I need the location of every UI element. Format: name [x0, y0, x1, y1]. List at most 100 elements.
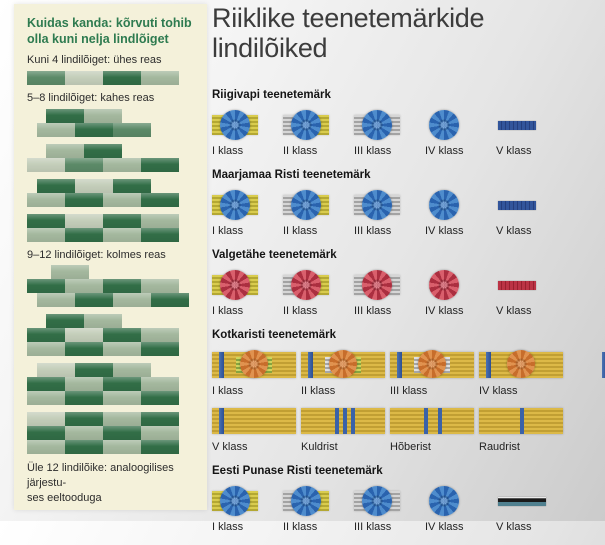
ribbon-layout-example [27, 143, 194, 172]
ribbon-block [103, 157, 141, 172]
ribbon-row [27, 227, 194, 242]
rosette-icon [362, 190, 392, 221]
ribbon-art [390, 406, 479, 436]
class-item: III klass [354, 190, 425, 237]
ribbon-block [103, 412, 141, 427]
ribbon-block [36, 178, 75, 193]
ribbon-block [65, 227, 103, 242]
ribbon-block [27, 426, 65, 441]
class-row: I klass II klass III klass IV klass [212, 350, 605, 398]
class-label: III klass [354, 521, 392, 534]
class-item: II klass [283, 270, 354, 317]
class-item: II klass [283, 190, 354, 237]
class-item: IV klass [425, 486, 496, 533]
ribbon-block [141, 227, 179, 242]
ribbon-block [103, 192, 141, 207]
ribbon-row [36, 178, 195, 193]
ribbon-block [141, 213, 179, 228]
ribbon-block [141, 192, 179, 207]
ribbon-block [103, 70, 141, 85]
ribbon-art [354, 110, 425, 141]
class-label: IV klass [425, 305, 464, 318]
class-item: V klass [496, 110, 567, 157]
ribbon-art [479, 350, 568, 380]
ribbon-block [103, 342, 141, 357]
class-item: I klass [212, 270, 283, 317]
rosette-icon [220, 486, 250, 517]
class-label: V klass [496, 305, 532, 318]
ribbon-art [390, 350, 605, 380]
class-row: I klass II klass III klass IV klass V klass [212, 110, 604, 157]
ribbon-layout-example [27, 363, 195, 406]
class-item: I klass [212, 350, 429, 398]
ribbon-row [46, 143, 194, 158]
rosette-icon [291, 486, 321, 517]
ribbon-art [354, 270, 425, 301]
ribbon-block [65, 426, 103, 441]
class-item: Hõberist [390, 406, 479, 453]
ribbon-art [496, 190, 567, 220]
ribbon-art [212, 350, 429, 380]
ribbon-art [496, 486, 567, 516]
class-row: V klass Kuldrist Hõberist Raudrist [212, 406, 604, 453]
section-label: 5–8 lindilõiget: kahes reas [27, 91, 155, 104]
ribbon-block [74, 122, 113, 137]
ribbon-block [65, 440, 103, 455]
order-section: Eesti Punase Risti teenetemärk I klass II … [212, 465, 604, 533]
ribbon-layout-example [27, 265, 194, 308]
ribbon-block [46, 143, 84, 158]
ribbon-block [141, 157, 179, 172]
ribbon-row [27, 70, 194, 85]
ribbon-block [65, 279, 103, 294]
rosette-icon [429, 190, 459, 221]
ribbon-layout-example [27, 178, 195, 207]
class-label: IV klass [479, 385, 518, 398]
ribbon-block [27, 377, 65, 392]
ribbon-row [27, 328, 194, 343]
center-stripe [335, 408, 339, 435]
rosette-icon [220, 190, 250, 221]
ribbon-row [27, 426, 194, 441]
rosette-icon [418, 350, 446, 379]
ribbon-block [141, 70, 179, 85]
ribbon-block [27, 70, 65, 85]
class-label: I klass [212, 225, 244, 238]
class-item: III klass [390, 350, 605, 397]
ribbon-block [103, 279, 141, 294]
class-label: V klass [496, 521, 532, 534]
class-label: V klass [496, 145, 532, 158]
ribbon-block [84, 314, 122, 329]
section-label: 9–12 lindilõiget: kolmes reas [27, 248, 166, 261]
ribbon-art [283, 190, 354, 221]
class-row: I klass II klass III klass IV klass V klass [212, 270, 604, 317]
class-label: II klass [301, 385, 336, 398]
ribbon-row [46, 314, 194, 329]
ribbon-art [212, 486, 283, 517]
ribbon-block [103, 426, 141, 441]
ribbon-bar [212, 408, 429, 435]
ribbon-bar [498, 121, 536, 131]
ribbon-block [103, 440, 141, 455]
footer-line-2: ses eeltooduga [27, 491, 102, 504]
ribbon-block [141, 391, 179, 406]
ribbon-block [141, 412, 179, 427]
ribbon-art [479, 406, 568, 436]
ribbon-row [36, 363, 195, 378]
rosette-icon [429, 110, 459, 141]
rosette-icon [362, 110, 392, 141]
class-label: I klass [212, 385, 244, 398]
class-item: II klass [283, 486, 354, 533]
ribbon-block [65, 70, 103, 85]
ribbon-block [103, 227, 141, 242]
class-item: II klass [301, 350, 518, 398]
ribbon-block [27, 440, 65, 455]
ribbon-bar [498, 497, 546, 507]
ribbon-block [27, 227, 65, 242]
section-label: Kuni 4 lindilõiget: ühes reas [27, 54, 162, 67]
ribbon-block [112, 363, 151, 378]
ribbon-block [36, 122, 75, 137]
order-title: Maarjamaa Risti teenetemärk [212, 169, 371, 182]
ribbon-layout-example [27, 108, 194, 137]
ribbon-bar [479, 350, 563, 379]
ribbon-row [50, 265, 194, 280]
